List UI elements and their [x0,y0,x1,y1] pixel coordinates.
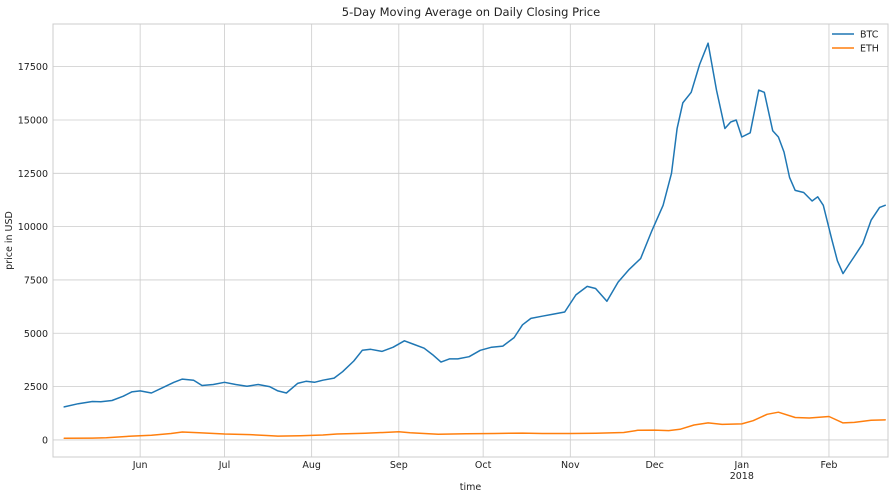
y-tick-label: 5000 [24,329,48,340]
x-tick-label: Oct [475,460,492,471]
series-lines [63,42,886,439]
x-tick-label: Feb [821,460,838,471]
x-tick-label: Nov [561,460,580,471]
x-tick-label: Sep [390,460,408,471]
y-tick-label: 7500 [24,275,48,286]
x-tick-sublabel: 2018 [730,471,754,482]
plot-area-frame [52,23,889,458]
series-line-eth [63,411,886,439]
chart-title: 5-Day Moving Average on Daily Closing Pr… [342,5,600,19]
y-tick-label: 12500 [18,169,48,180]
y-tick-label: 15000 [18,115,48,126]
legend: BTC ETH [832,30,879,55]
y-tick-label: 17500 [18,62,48,73]
x-tick-label: Jan [733,460,749,471]
x-tick-label: Aug [302,460,321,471]
grid [53,24,888,457]
y-axis-label: price in USD [4,211,15,270]
y-tick-label: 2500 [24,382,48,393]
tick-labels: 0 2500 5000 7500 10000 12500 15000 17500 Jun Jul A… [18,62,838,482]
series-line-btc [63,42,886,408]
x-tick-label: Jul [218,460,230,471]
x-tick-label: Jun [132,460,148,471]
legend-label-eth: ETH [860,44,879,55]
legend-label-btc: BTC [860,30,879,41]
y-tick-label: 0 [42,435,48,446]
x-axis-label: time [460,482,482,493]
x-tick-label: Dec [645,460,663,471]
y-tick-label: 10000 [18,222,48,233]
